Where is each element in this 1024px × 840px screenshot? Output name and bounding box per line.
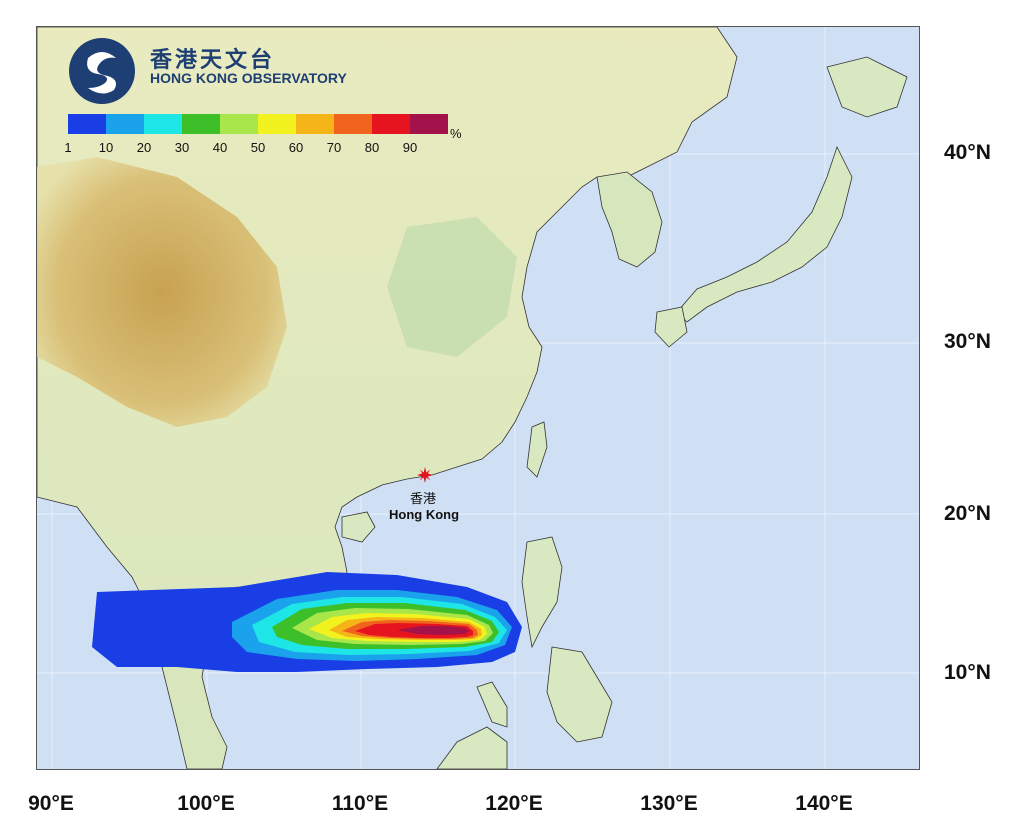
borneo-north (436, 726, 508, 769)
legend-swatch (410, 114, 448, 134)
observatory-emblem-icon (69, 38, 135, 104)
map-frame[interactable] (36, 26, 920, 770)
lat-label-30n: 30°N (944, 330, 991, 353)
probability-swath (92, 572, 522, 672)
swath-level-90 (397, 626, 469, 635)
legend-tick: 90 (402, 140, 418, 155)
lon-label-100e: 100°E (177, 792, 235, 815)
legend-swatch (334, 114, 372, 134)
legend-unit: % (450, 126, 462, 141)
plateau-terrain (37, 157, 287, 427)
korean-peninsula (596, 171, 663, 268)
legend-tick: 1 (64, 140, 72, 155)
taiwan-island (526, 421, 548, 478)
legend-swatch (68, 114, 106, 134)
lon-label-140e: 140°E (795, 792, 853, 815)
legend-swatch (182, 114, 220, 134)
observatory-name-en: HONG KONG OBSERVATORY (150, 70, 347, 86)
hong-kong-label-en: Hong Kong (389, 507, 460, 522)
lon-label-90e: 90°E (28, 792, 74, 815)
lat-label-20n: 20°N (944, 502, 991, 525)
philippines-luzon (521, 536, 563, 649)
japan-kyushu (654, 306, 688, 348)
map-canvas[interactable] (37, 27, 919, 769)
philippines-visayas-mindanao (546, 646, 613, 743)
hainan-island (341, 511, 376, 543)
legend-swatch (220, 114, 258, 134)
lon-label-120e: 120°E (485, 792, 543, 815)
legend-tick: 60 (288, 140, 304, 155)
legend-swatch (258, 114, 296, 134)
lon-label-110e: 110°E (331, 792, 389, 815)
legend-tick: 20 (136, 140, 152, 155)
legend-swatch (106, 114, 144, 134)
japan-honshu (676, 145, 853, 323)
hong-kong-marker-icon[interactable] (417, 467, 433, 487)
lat-label-10n: 10°N (944, 661, 991, 684)
observatory-name-zh: 香港天文台 (150, 48, 276, 73)
japan-hokkaido (826, 56, 908, 118)
legend-tick: 30 (174, 140, 190, 155)
legend-tick: 40 (212, 140, 228, 155)
legend-tick: 70 (326, 140, 342, 155)
lon-label-130e: 130°E (640, 792, 698, 815)
hong-kong-label-zh: 香港 (410, 492, 437, 507)
legend-swatch (296, 114, 334, 134)
lat-label-40n: 40°N (944, 141, 991, 164)
legend-tick: 80 (364, 140, 380, 155)
legend-swatch (372, 114, 410, 134)
lowland-plain (387, 217, 517, 357)
legend-swatch (144, 114, 182, 134)
legend-tick: 50 (250, 140, 266, 155)
palawan-island (476, 681, 508, 728)
legend-tick: 10 (98, 140, 114, 155)
observatory-logo (64, 36, 384, 106)
